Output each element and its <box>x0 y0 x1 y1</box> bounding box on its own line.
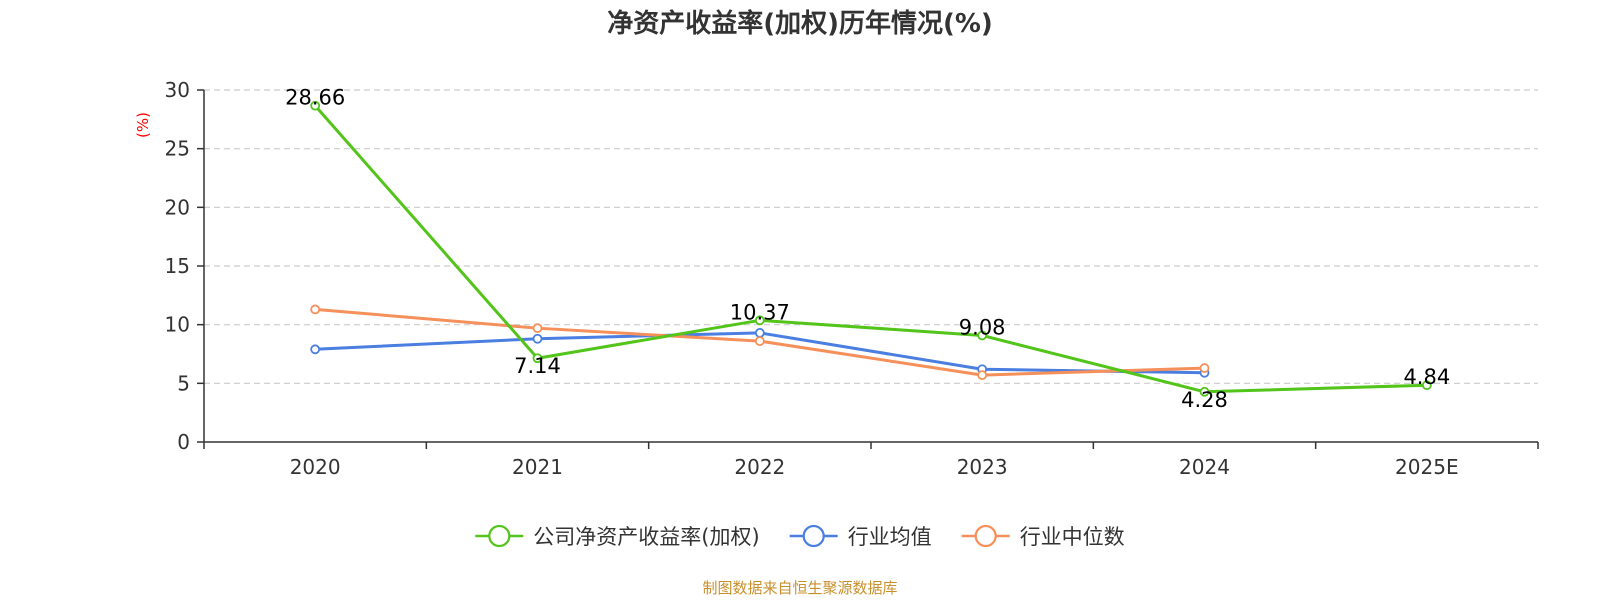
legend-label: 行业中位数 <box>1020 525 1125 549</box>
data-label: 10.37 <box>730 300 790 324</box>
data-point <box>977 330 988 341</box>
legend-label: 行业均值 <box>848 525 932 549</box>
source-note: 制图数据来自恒生聚源数据库 <box>702 579 897 597</box>
grid-lines <box>204 89 1538 384</box>
data-point <box>310 304 321 315</box>
legend-marker <box>802 524 825 548</box>
x-tick-label: 2022 <box>734 455 785 479</box>
y-tick-label: 20 <box>165 195 190 219</box>
data-point <box>532 353 543 364</box>
x-tick-label: 2024 <box>1179 455 1230 479</box>
data-label: 9.08 <box>959 315 1006 339</box>
x-tick-label: 2025E <box>1395 455 1459 479</box>
legend-marker <box>974 524 997 548</box>
x-tick-label: 2021 <box>512 455 563 479</box>
y-tick-label: 15 <box>165 254 190 278</box>
y-tick-label: 10 <box>165 313 190 337</box>
series-line-0 <box>314 104 1427 394</box>
data-label: 4.84 <box>1403 365 1450 389</box>
legend-marker <box>488 524 511 548</box>
data-point <box>532 333 543 344</box>
data-point <box>1199 363 1210 373</box>
axes: 0 5 10 15 20 25 30 2020 2021 2022 2023 2024 2025E <box>165 78 1539 479</box>
data-point <box>310 100 321 111</box>
x-tick-label: 2020 <box>290 455 341 479</box>
y-tick-label: 25 <box>165 137 190 161</box>
y-tick-label: 30 <box>165 78 190 102</box>
data-label: 4.28 <box>1181 388 1228 412</box>
data-point <box>754 315 765 326</box>
data-label: 28.66 <box>285 86 345 110</box>
data-point <box>754 336 765 346</box>
data-point <box>310 344 321 355</box>
chart-title: 净资产收益率(加权)历年情况(%) <box>607 8 993 39</box>
legend-item-2[interactable]: 行业中位数 <box>961 524 1125 549</box>
data-labels: 28.66 7.14 10.37 9.08 4.28 4.84 <box>285 86 1450 412</box>
y-tick-label: 0 <box>177 430 190 454</box>
y-tick-label: 5 <box>177 371 190 395</box>
legend-label: 公司净资产收益率(加权) <box>533 525 759 549</box>
data-point <box>1421 380 1432 391</box>
legend-item-0[interactable]: 公司净资产收益率(加权) <box>475 524 760 549</box>
data-point <box>1199 386 1210 397</box>
data-point <box>977 370 988 381</box>
legend-item-1[interactable]: 行业均值 <box>789 524 932 549</box>
data-point <box>754 327 765 338</box>
data-point <box>532 323 543 334</box>
y-axis-label: (%) <box>134 112 152 138</box>
x-tick-label: 2023 <box>957 455 1008 479</box>
legend[interactable]: 公司净资产收益率(加权) 行业均值 行业中位数 <box>475 524 1125 549</box>
series <box>310 100 1432 397</box>
data-label: 7.14 <box>514 354 561 378</box>
